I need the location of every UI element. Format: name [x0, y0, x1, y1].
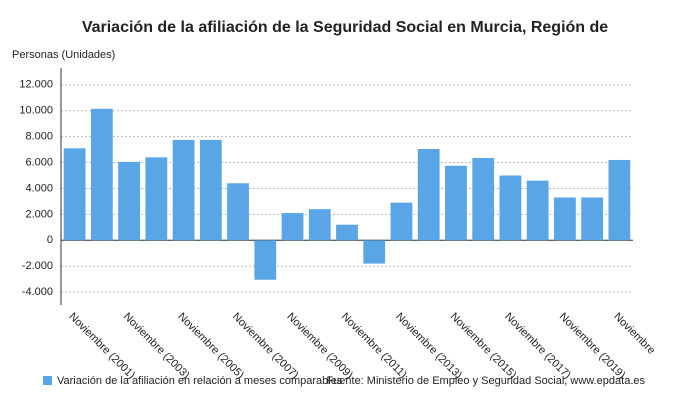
source: Fuente: Ministerio de Empleo y Seguridad…: [326, 375, 645, 387]
bar: [227, 183, 249, 241]
bar: [554, 197, 576, 241]
bar: [172, 139, 195, 241]
bar: [336, 224, 358, 241]
bar: [145, 157, 168, 241]
bar: [499, 175, 522, 241]
chart-title: Variación de la afiliación de la Segurid…: [82, 19, 608, 36]
x-tick-label: Noviembre: [611, 311, 657, 357]
bar: [254, 240, 277, 280]
bar: [308, 209, 331, 241]
legend-label: Variación de la afiliación en relación a…: [57, 375, 343, 387]
bar: [118, 161, 140, 241]
legend-swatch: [43, 376, 52, 385]
bar: [199, 139, 222, 241]
bar: [390, 202, 413, 241]
y-tick-label: 12.000: [19, 79, 53, 91]
y-tick-label: 4.000: [25, 182, 53, 194]
y-axis-label: Personas (Unidades): [12, 49, 115, 61]
bar: [90, 108, 113, 241]
bar: [63, 148, 86, 241]
y-tick-label: 8.000: [25, 131, 53, 143]
y-tick-label: 2.000: [25, 208, 53, 220]
bar: [472, 158, 495, 241]
bar: [608, 159, 631, 241]
bar: [526, 180, 549, 241]
bar: [581, 197, 604, 241]
bar: [445, 165, 467, 241]
y-tick-label: 0: [47, 234, 53, 246]
y-tick-label: -4.000: [22, 286, 53, 298]
bar: [281, 213, 304, 241]
y-tick-label: -2.000: [22, 260, 53, 272]
bar: [363, 240, 386, 264]
y-tick-label: 6.000: [25, 156, 53, 168]
bar: [417, 148, 440, 241]
y-tick-label: 10.000: [19, 105, 53, 117]
